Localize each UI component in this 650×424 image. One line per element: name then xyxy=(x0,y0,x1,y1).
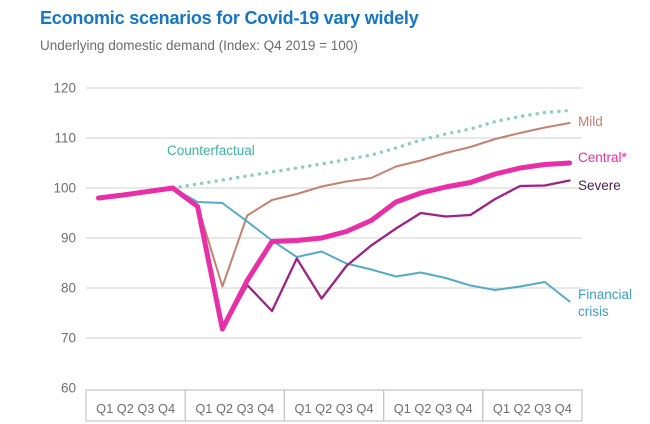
x-axis-year-box xyxy=(482,389,583,422)
series-line-central xyxy=(95,160,573,332)
series-line-financial-crisis xyxy=(97,187,571,303)
series-label-severe: Severe xyxy=(578,178,621,193)
y-tick-label-80: 80 xyxy=(61,281,76,296)
y-tick-label-90: 90 xyxy=(61,231,76,246)
x-axis-quarter-labels: Q1 Q2 Q3 Q4 xyxy=(195,401,274,416)
series-label-financial-crisis: Financial crisis xyxy=(578,287,633,320)
chart-subtitle: Underlying domestic demand (Index: Q4 20… xyxy=(40,38,358,53)
y-tick-label-60: 60 xyxy=(61,381,76,396)
chart-title: Economic scenarios for Covid-19 vary wid… xyxy=(40,8,419,28)
x-axis-quarter-labels: Q1 Q2 Q3 Q4 xyxy=(493,401,572,416)
series-label-mild: Mild xyxy=(578,114,603,129)
x-axis-quarter-labels: Q1 Q2 Q3 Q4 xyxy=(96,401,175,416)
y-tick-label-120: 120 xyxy=(53,81,76,96)
x-axis-quarter-labels: Q1 Q2 Q3 Q4 xyxy=(394,401,473,416)
series-line-counterfactual xyxy=(171,108,572,190)
x-axis-quarter-labels: Q1 Q2 Q3 Q4 xyxy=(295,401,374,416)
y-tick-label-100: 100 xyxy=(53,181,76,196)
y-tick-label-110: 110 xyxy=(54,131,76,146)
series-label-counterfactual: Counterfactual xyxy=(167,143,255,158)
series-line-severe xyxy=(97,179,571,332)
series-label-central: Central* xyxy=(578,150,627,165)
y-tick-label-70: 70 xyxy=(61,331,76,346)
